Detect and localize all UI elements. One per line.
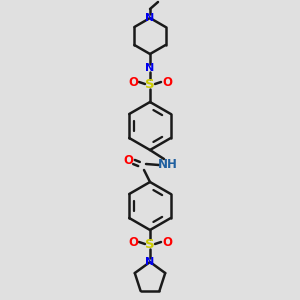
Text: O: O — [123, 154, 133, 166]
Text: O: O — [128, 236, 138, 248]
Text: S: S — [145, 77, 155, 91]
Text: NH: NH — [158, 158, 178, 170]
Text: O: O — [128, 76, 138, 88]
Text: O: O — [162, 236, 172, 248]
Text: O: O — [162, 76, 172, 88]
Text: N: N — [146, 13, 154, 23]
Text: N: N — [146, 257, 154, 267]
Text: N: N — [146, 63, 154, 73]
Text: S: S — [145, 238, 155, 250]
